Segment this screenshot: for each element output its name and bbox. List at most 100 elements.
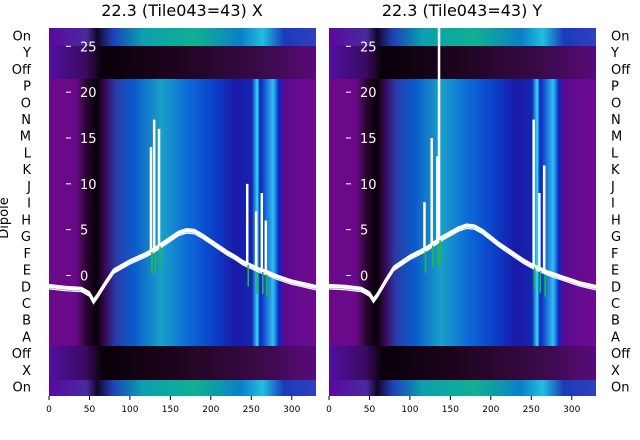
inner-y-tick-label: 20 [360, 86, 377, 101]
x-tick-label: 0 [326, 405, 332, 415]
overlay-line [48, 229, 317, 305]
dipole-label: B [22, 314, 31, 329]
inner-y-tick-label: 0 [80, 270, 88, 285]
x-tick-label: 150 [162, 405, 179, 415]
dipole-label: Y [22, 46, 31, 61]
heatmap-band-bottom-on [329, 380, 596, 396]
dipole-label: On [611, 29, 629, 44]
x-tick-label: 100 [121, 405, 138, 415]
overlay-line [48, 227, 317, 301]
dipole-label: Off [611, 63, 631, 78]
overlay-line [48, 232, 317, 305]
dipole-label: Off [611, 347, 631, 362]
dipole-label: A [22, 330, 31, 345]
panel-title: 22.3 (Tile043=43) X [101, 1, 263, 20]
heatmap-tiles [49, 79, 316, 346]
x-tick-label: 50 [84, 405, 96, 415]
dipole-label: G [21, 230, 31, 245]
x-axis: 0 50 100 150 200 250 300 [46, 396, 301, 415]
dipole-label: O [21, 96, 31, 111]
dipole-label: K [611, 163, 620, 178]
x-tick-label: 250 [243, 405, 260, 415]
heatmap-tiles [329, 79, 596, 346]
inner-y-tick-label: 10 [360, 178, 377, 193]
panel-title: 22.3 (Tile043=43) Y [382, 1, 543, 20]
heatmap-band-top-on [329, 28, 596, 46]
heatmap-band-bottom-on [49, 380, 316, 396]
dipole-label: K [22, 163, 31, 178]
dipole-label: O [611, 96, 621, 111]
x-tick-label: 300 [283, 405, 300, 415]
dipole-label: F [611, 247, 618, 262]
inner-y-tick-label: 25 [360, 40, 377, 55]
dipole-label: X [22, 364, 31, 379]
panel-x: 22.3 (Tile043=43) X Dipole On Y Off PONMLKJ… [0, 1, 317, 415]
dipole-label: C [22, 297, 31, 312]
x-tick-label: 0 [46, 405, 52, 415]
inner-y-tick-label: 25 [80, 40, 97, 55]
dipole-label: F [24, 247, 31, 262]
overlay-line [328, 223, 597, 300]
dipole-label: D [611, 280, 621, 295]
heatmap-band-off [49, 63, 316, 79]
dipole-label: J [610, 180, 615, 195]
dipole-label: A [611, 330, 620, 345]
heatmap [329, 28, 596, 396]
heatmap [49, 28, 316, 396]
heatmap-band-y [49, 46, 316, 63]
x-tick-label: 150 [442, 405, 459, 415]
overlay [328, 28, 597, 304]
heatmap-band-x [329, 363, 596, 380]
dipole-label: P [23, 80, 31, 95]
dipole-label: X [611, 364, 620, 379]
dipole-label: G [611, 230, 621, 245]
overlay-line [328, 224, 597, 303]
dipole-label: J [26, 180, 31, 195]
dipole-label: D [21, 280, 31, 295]
heatmap-band-bottom-off [49, 346, 316, 363]
dipole-label: C [611, 297, 620, 312]
dipole-label: N [611, 113, 621, 128]
dipole-label: M [611, 130, 622, 145]
x-tick-label: 200 [482, 405, 499, 415]
x-tick-label: 250 [523, 405, 540, 415]
x-tick-label: 200 [202, 405, 219, 415]
heatmap-band-x [49, 363, 316, 380]
dipole-label: B [611, 314, 620, 329]
inner-y-tick-label: 15 [80, 132, 97, 147]
dipole-label: I [611, 197, 615, 212]
inner-y-tick-label: 20 [80, 86, 97, 101]
x-tick-label: 300 [563, 405, 580, 415]
inner-y-ticks: 25 20 15 10 5 0 [346, 40, 377, 285]
dipole-label: Off [12, 63, 32, 78]
inner-y-tick-label: 5 [80, 224, 88, 239]
dipole-label: I [27, 197, 31, 212]
dipole-label: Off [12, 347, 32, 362]
dipole-label: H [611, 213, 621, 228]
inner-y-tick-label: 15 [360, 132, 377, 147]
dipole-label: On [13, 29, 31, 44]
dipole-label: E [611, 264, 619, 279]
x-tick-label: 100 [401, 405, 418, 415]
dipole-label: L [611, 146, 619, 161]
dipole-label: L [24, 146, 32, 161]
dipole-label: P [611, 80, 619, 95]
dipole-label: H [21, 213, 31, 228]
dipole-label: On [611, 381, 629, 396]
panel-y: 22.3 (Tile043=43) Y On Y Off PONMLKJIHGFEDC… [326, 1, 631, 415]
heatmap-band-top-on [49, 28, 316, 46]
x-tick-label: 50 [364, 405, 376, 415]
overlay [48, 119, 317, 305]
x-axis: 0 50 100 150 200 250 300 [326, 396, 581, 415]
heatmap-band-off [329, 63, 596, 79]
inner-y-tick-label: 0 [360, 270, 368, 285]
heatmap-band-bottom-off [329, 346, 596, 363]
dipole-label: E [23, 264, 31, 279]
inner-y-tick-label: 10 [80, 178, 97, 193]
heatmap-band-y [329, 46, 596, 63]
dipole-label: On [13, 381, 31, 396]
dipole-label: N [21, 113, 31, 128]
